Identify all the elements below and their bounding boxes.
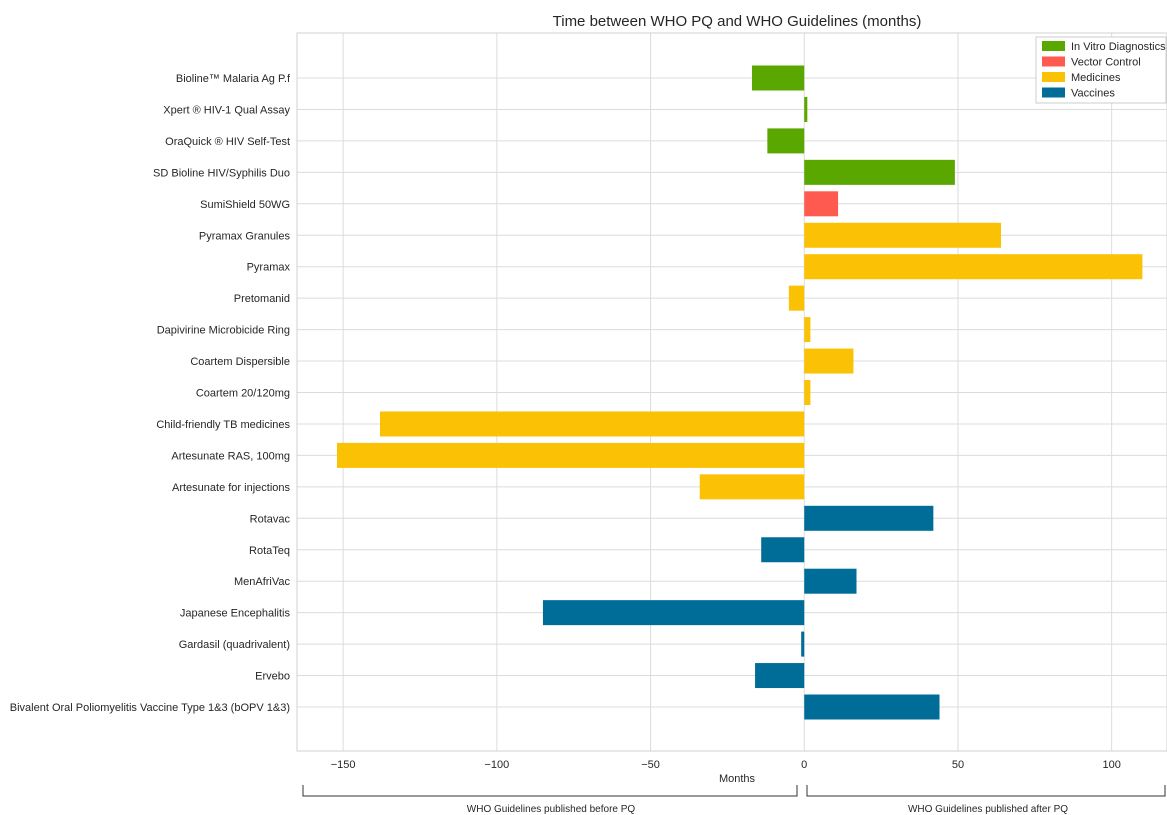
x-tick-labels: −150 −100 −50 0 50 100: [331, 759, 1121, 771]
legend-label: Vaccines: [1071, 88, 1115, 100]
bar: [804, 348, 854, 374]
bar: [804, 317, 811, 343]
category-label: RotaTeq: [249, 545, 290, 557]
legend-swatch: [1042, 72, 1065, 82]
category-label: Bivalent Oral Poliomyelitis Vaccine Type…: [10, 702, 290, 714]
category-label: OraQuick ® HIV Self-Test: [165, 136, 290, 148]
x-tick-label: −100: [484, 759, 509, 771]
category-label: Child-friendly TB medicines: [156, 419, 290, 431]
bar: [804, 694, 940, 720]
category-label: Pyramax Granules: [199, 230, 291, 242]
bracket-after: [806, 785, 1166, 797]
chart-title: Time between WHO PQ and WHO Guidelines (…: [553, 13, 922, 30]
bar: [755, 663, 805, 689]
bar: [804, 96, 808, 122]
category-label: Coartem Dispersible: [190, 356, 290, 368]
category-label: Pretomanid: [234, 293, 290, 305]
bar: [804, 254, 1143, 280]
x-tick-label: −150: [331, 759, 356, 771]
bar: [804, 568, 857, 594]
bar: [336, 442, 805, 468]
category-label: Xpert ® HIV-1 Qual Assay: [163, 104, 290, 116]
legend-label: Vector Control: [1071, 57, 1141, 69]
category-label: Rotavac: [250, 513, 291, 525]
bar: [804, 159, 955, 185]
legend-swatch: [1042, 41, 1065, 51]
bar: [788, 285, 805, 311]
category-label: SumiShield 50WG: [200, 199, 290, 211]
category-label: Artesunate for injections: [172, 482, 291, 494]
category-label: SD Bioline HIV/Syphilis Duo: [153, 167, 290, 179]
legend-label: Medicines: [1071, 72, 1121, 84]
bar: [767, 128, 805, 154]
legend-swatch: [1042, 56, 1065, 67]
x-tick-label: 100: [1102, 759, 1120, 771]
x-axis-label: Months: [719, 773, 756, 785]
annotation-before: WHO Guidelines published before PQ: [467, 804, 636, 815]
category-label: Artesunate RAS, 100mg: [171, 450, 290, 462]
bar: [751, 65, 805, 91]
bar: [699, 474, 805, 500]
annotation-after: WHO Guidelines published after PQ: [908, 804, 1068, 815]
category-label: Ervebo: [255, 671, 290, 683]
bar: [804, 222, 1001, 248]
bar: [380, 411, 805, 437]
plot-frame: [296, 32, 1167, 752]
category-label: Pyramax: [247, 262, 291, 274]
bracket-before: [302, 785, 798, 797]
bar: [761, 537, 805, 563]
category-label: Dapivirine Microbicide Ring: [157, 325, 290, 337]
category-labels: Bioline™ Malaria Ag P.f Xpert ® HIV-1 Qua…: [10, 73, 291, 714]
category-label: Coartem 20/120mg: [196, 388, 290, 400]
x-tick-label: 0: [801, 759, 807, 771]
legend: In Vitro Diagnostics Vector Control Medici…: [1035, 36, 1167, 104]
category-label: Gardasil (quadrivalent): [179, 639, 290, 651]
category-label: Japanese Encephalitis: [180, 608, 291, 620]
legend-swatch: [1042, 87, 1065, 98]
category-label: MenAfriVac: [234, 576, 291, 588]
category-label: Bioline™ Malaria Ag P.f: [176, 73, 291, 85]
x-tick-label: −50: [641, 759, 660, 771]
x-tick-label: 50: [952, 759, 964, 771]
bar: [801, 631, 805, 657]
bars: [336, 65, 1143, 720]
bar: [804, 380, 811, 405]
bar: [804, 505, 934, 531]
bar: [804, 191, 839, 217]
legend-label: In Vitro Diagnostics: [1071, 41, 1166, 53]
bar: [542, 600, 805, 626]
annotation-brackets: WHO Guidelines published before PQ WHO G…: [302, 785, 1166, 815]
